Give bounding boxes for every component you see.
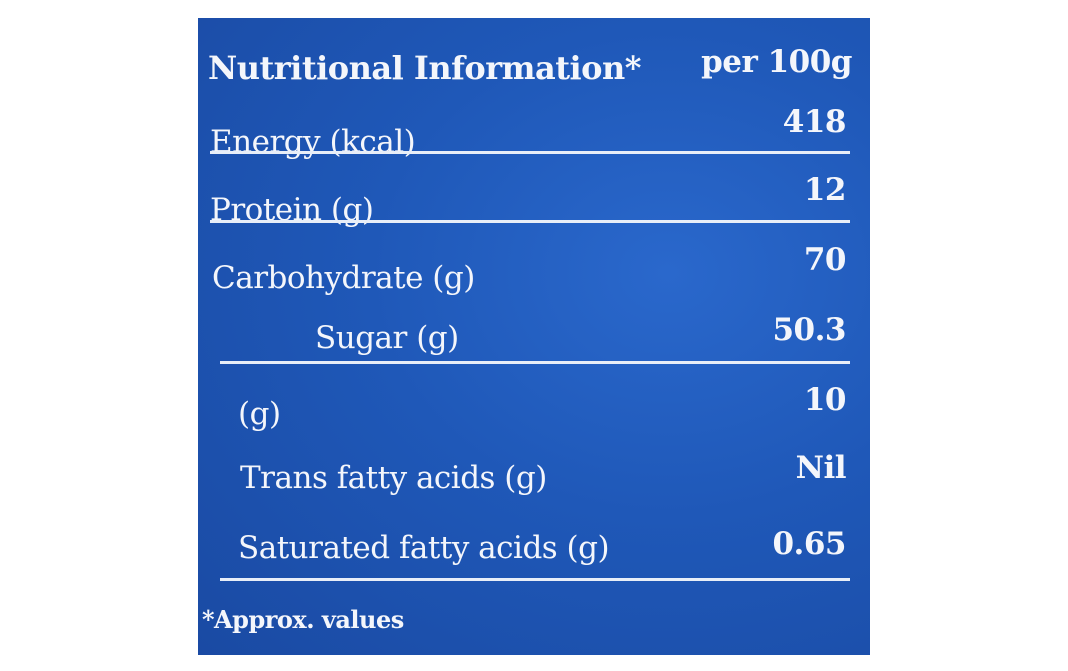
row-label: (g) — [238, 396, 281, 432]
row-value: 50.3 — [772, 312, 846, 348]
row-label: Trans fatty acids (g) — [240, 460, 547, 496]
row-rule — [220, 578, 850, 581]
row-value: 0.65 — [772, 526, 846, 562]
row-label: Energy (kcal) — [210, 124, 416, 160]
row-rule — [210, 151, 850, 154]
row-label: Carbohydrate (g) — [212, 260, 475, 296]
row-value: 10 — [803, 382, 847, 418]
row-rule — [210, 220, 850, 223]
label-panel: Nutritional Information* per 100g Energy… — [198, 18, 870, 655]
header-unit: per 100g — [701, 44, 852, 80]
row-value: Nil — [795, 450, 847, 486]
footnote: *Approx. values — [202, 605, 404, 634]
row-value: 70 — [803, 242, 847, 278]
row-rule — [220, 361, 850, 364]
row-label: Protein (g) — [210, 192, 374, 228]
header-title: Nutritional Information* — [208, 49, 641, 87]
row-label: Sugar (g) — [315, 320, 459, 356]
row-label: Saturated fatty acids (g) — [238, 530, 610, 566]
row-value: 418 — [782, 104, 847, 140]
row-value: 12 — [803, 172, 847, 208]
